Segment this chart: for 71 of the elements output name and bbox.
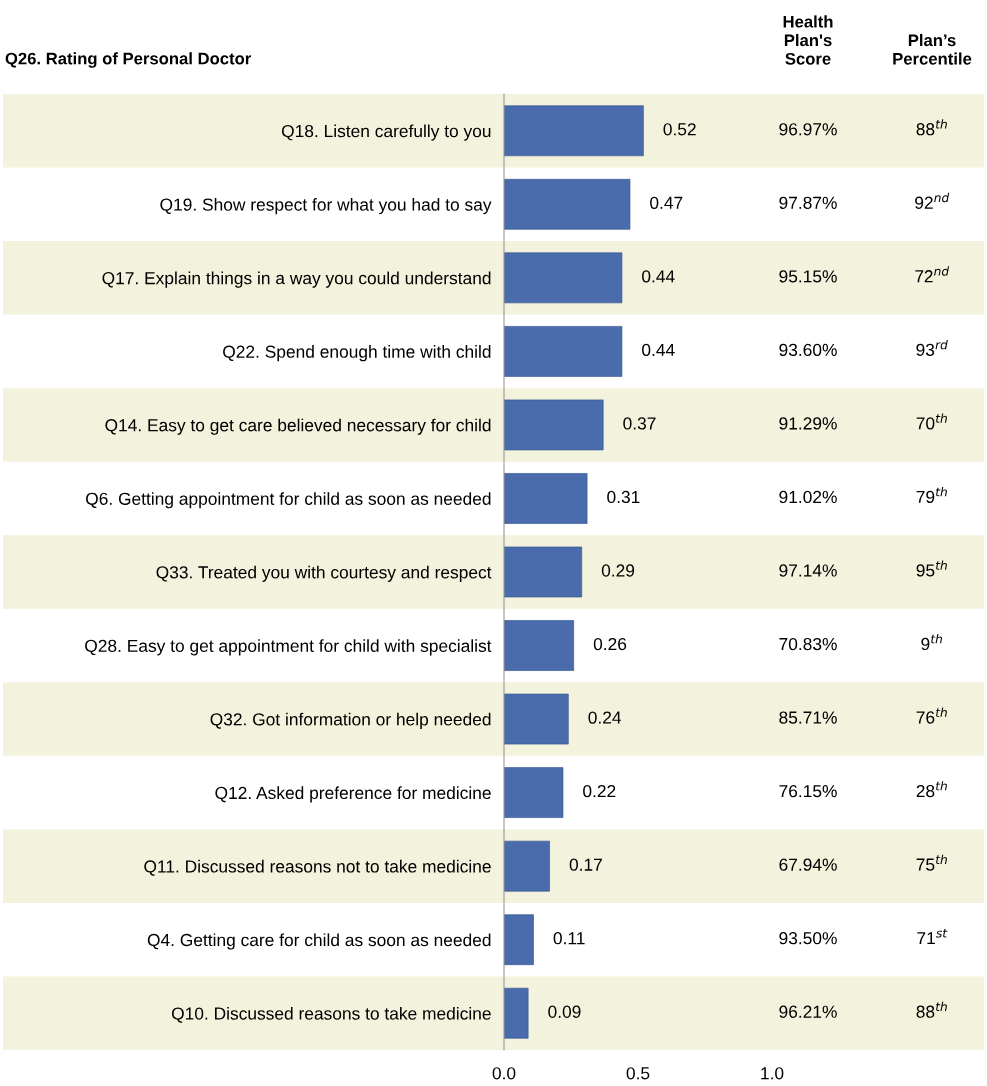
text: 76.15% [779, 784, 837, 798]
x-tick-label: 0.0 [492, 1067, 516, 1080]
data-label: 0.17 [569, 858, 602, 871]
bar [504, 914, 534, 966]
text: 95$^{th}$ [916, 560, 947, 577]
bar [504, 987, 529, 1039]
bar [504, 546, 583, 598]
data-label: 0.31 [607, 490, 640, 504]
text: 85.71% [779, 711, 837, 724]
data-label: 0.47 [650, 196, 683, 209]
text: 70$^{th}$ [916, 413, 947, 430]
data-label: 0.52 [663, 123, 696, 136]
y-tick-label: Q18. Listen carefully to you [281, 124, 491, 141]
text: 91.02% [779, 490, 837, 504]
y-tick-label: Q14. Easy to get care believed necessary for child [105, 418, 491, 435]
y-tick-label: Q4. Getting care for child as soon as needed [147, 933, 491, 950]
data-label: 0.29 [601, 564, 635, 577]
data-label: 0.37 [623, 417, 656, 430]
text: 96.97% [779, 123, 837, 136]
text: Plan’s Percentile [893, 33, 972, 65]
bar [504, 399, 604, 451]
bar [504, 326, 623, 377]
data-label: 0.11 [553, 932, 585, 945]
text: 95.15% [779, 270, 837, 283]
text: 97.14% [779, 564, 837, 577]
text: 88$^{th}$ [916, 119, 947, 136]
text: 70.83% [779, 637, 837, 651]
y-tick-label: Q12. Asked preference for medicine [215, 786, 491, 803]
y-tick-label: Q11. Discussed reasons not to take medicine [144, 859, 491, 876]
text: 91.29% [779, 417, 837, 430]
y-tick-label: Q6. Getting appointment for child as soon as needed [86, 492, 491, 509]
data-label: 0.44 [642, 270, 675, 283]
y-tick-label: Q10. Discussed reasons to take medicine [171, 1006, 491, 1023]
text: 76$^{th}$ [916, 707, 947, 724]
text: 88$^{th}$ [916, 1001, 947, 1018]
bar [504, 620, 575, 671]
text: 93.50% [779, 932, 837, 945]
text: 28$^{th}$ [916, 781, 947, 798]
text: 93.60% [779, 343, 837, 357]
text: 92$^{nd}$ [915, 192, 950, 209]
data-label: 0.22 [583, 784, 616, 798]
y-tick-label: Q32. Got information or help needed [210, 712, 491, 729]
x-tick-label: 1.0 [761, 1067, 784, 1080]
text: 79$^{th}$ [916, 486, 947, 504]
bar [504, 473, 588, 524]
text: 72$^{nd}$ [915, 266, 950, 283]
text: 9$^{th}$ [921, 634, 943, 651]
bar [504, 252, 623, 304]
data-label: 0.44 [642, 343, 675, 357]
text: 93$^{rd}$ [916, 339, 948, 356]
x-tick-label: 0.5 [626, 1067, 650, 1080]
y-tick-label: Q33. Treated you with courtesy and respect [156, 565, 492, 582]
text: Health Plan's Score [783, 15, 833, 65]
text: 71$^{st}$ [917, 928, 948, 945]
bar [504, 693, 569, 745]
y-tick-label: Q22. Spend enough time with child [223, 345, 491, 362]
bar [504, 105, 644, 157]
data-label: 0.24 [588, 711, 622, 724]
text: 75$^{th}$ [916, 854, 947, 871]
text: 96.21% [779, 1005, 837, 1018]
text: Q26. Rating of Personal Doctor [5, 52, 252, 68]
text: 67.94% [779, 858, 837, 871]
bar [504, 178, 631, 230]
text: 97.87% [779, 196, 837, 209]
y-tick-label: Q19. Show respect for what you had to say [160, 198, 492, 215]
y-tick-label: Q28. Easy to get appointment for child with specialist [85, 639, 492, 656]
bar [504, 767, 564, 818]
data-label: 0.09 [548, 1005, 581, 1018]
y-tick-label: Q17. Explain things in a way you could understand [102, 271, 491, 288]
bar [504, 840, 550, 892]
data-label: 0.26 [593, 637, 627, 651]
